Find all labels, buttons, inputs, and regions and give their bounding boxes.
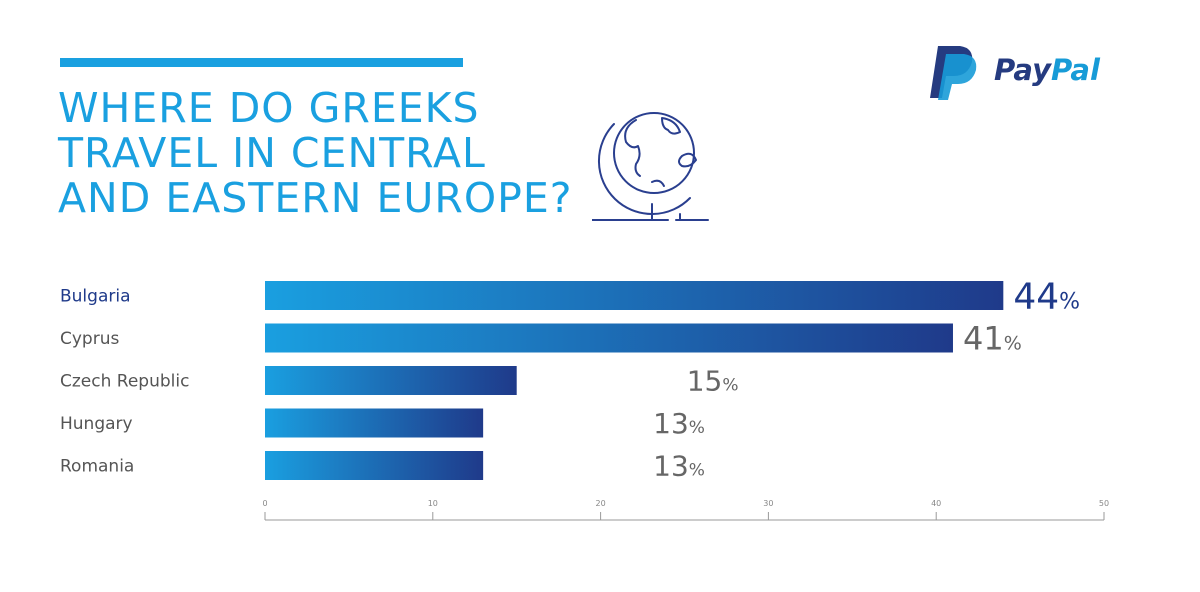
bar-czech-republic [265, 366, 517, 395]
data-label: 13% [653, 450, 705, 483]
x-tick-label: 0 [262, 499, 267, 508]
x-tick-label: 30 [763, 499, 773, 508]
page-title: WHERE DO GREEKS TRAVEL IN CENTRAL AND EA… [58, 86, 573, 221]
data-label: 13% [653, 407, 705, 440]
globe-icon [592, 112, 709, 221]
category-label: Romania [60, 457, 134, 477]
bar-hungary [265, 408, 484, 438]
paypal-logo: PayPal [928, 44, 1148, 104]
wordmark-pal: Pal [1050, 53, 1100, 87]
x-tick-label: 10 [428, 499, 438, 508]
bar-cyprus [265, 323, 953, 353]
data-label: 15% [687, 365, 739, 398]
x-tick-label: 40 [931, 499, 941, 508]
category-label: Bulgaria [60, 287, 131, 307]
paypal-logo-icon [930, 46, 977, 100]
top-accent-rule [60, 58, 463, 67]
category-label: Hungary [60, 414, 133, 434]
title-line-2: TRAVEL IN CENTRAL [58, 129, 486, 177]
bar-romania [265, 451, 484, 480]
wordmark-pay: Pay [994, 53, 1051, 87]
title-line-3: AND EASTERN EUROPE? [58, 174, 573, 222]
bar-bulgaria [265, 281, 1004, 310]
category-label: Cyprus [60, 329, 119, 349]
x-tick-label: 50 [1099, 499, 1109, 508]
category-label: Czech Republic [60, 372, 189, 392]
title-line-1: WHERE DO GREEKS [58, 84, 480, 132]
data-label: 44% [1013, 276, 1080, 317]
paypal-wordmark: PayPal [994, 52, 1100, 88]
data-label: 41% [963, 320, 1022, 358]
x-tick-label: 20 [596, 499, 606, 508]
